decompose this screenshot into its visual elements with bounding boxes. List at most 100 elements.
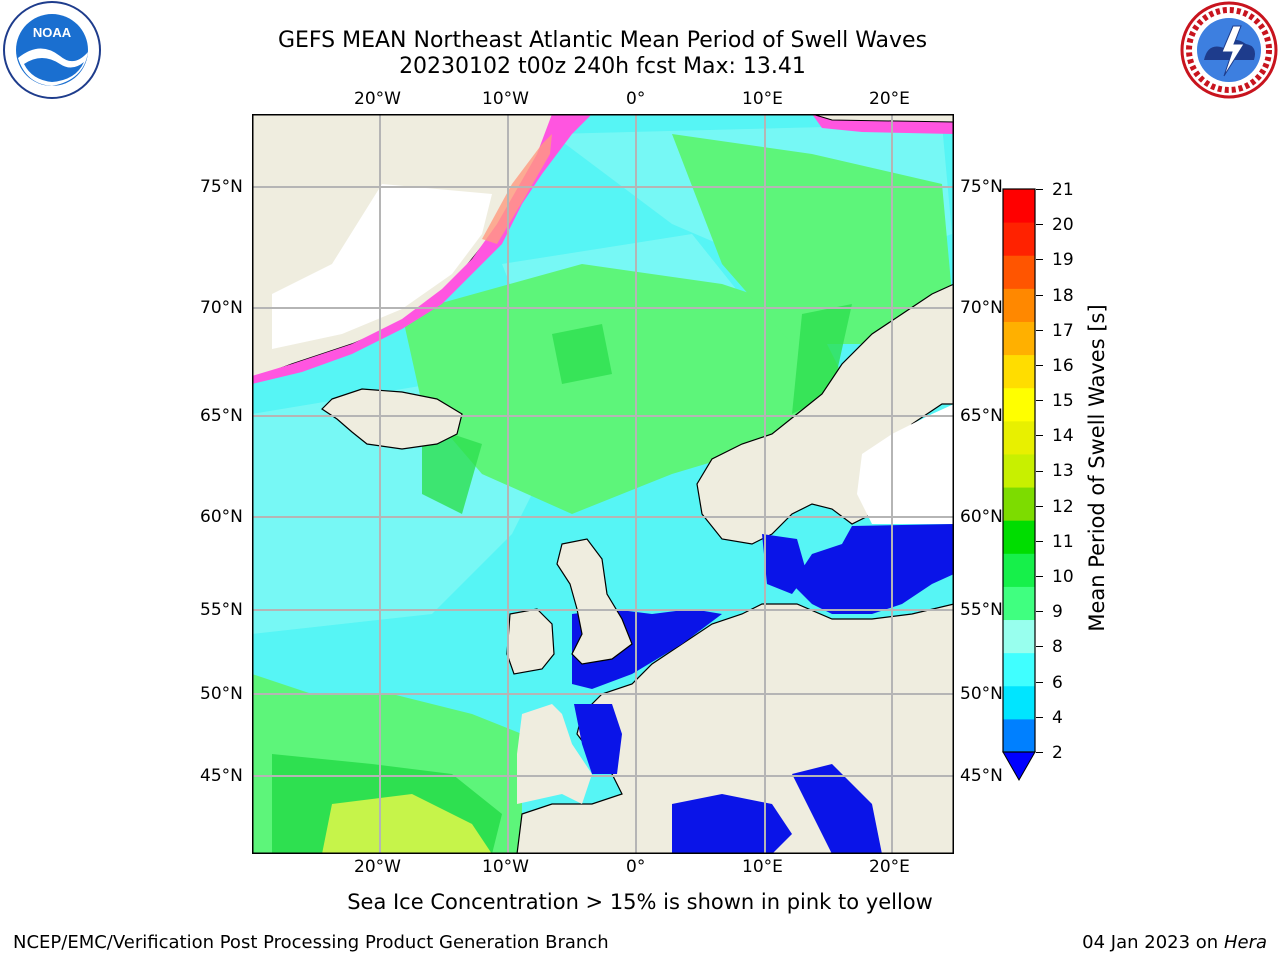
- iberia-land: [517, 704, 592, 804]
- lon-label-bottom-20e: 20°E: [869, 857, 910, 877]
- colorbar-tick-19: 19: [1052, 250, 1074, 270]
- lat-label-right-75n: 75°N: [960, 177, 1003, 197]
- colorbar-tick-mark: [1036, 752, 1043, 753]
- lat-label-right-65n: 65°N: [960, 406, 1003, 426]
- title-line-2: 20230102 t00z 240h fcst Max: 13.41: [399, 54, 806, 79]
- colorbar-segment: [1003, 288, 1035, 322]
- lat-label-left-45n: 45°N: [200, 766, 243, 786]
- colorbar-tick-mark: [1036, 540, 1043, 542]
- colorbar-tick-4: 4: [1052, 708, 1063, 728]
- colorbar-segment: [1003, 652, 1035, 687]
- lat-label-right-60n: 60°N: [960, 507, 1003, 527]
- lon-label-top-20w: 20°W: [354, 89, 401, 109]
- colorbar-tick-mark: [1036, 505, 1043, 507]
- map-panel: [252, 114, 954, 854]
- colorbar-segment: [1003, 553, 1035, 587]
- colorbar-tick-10: 10: [1052, 567, 1074, 587]
- colorbar-segment: [1003, 222, 1035, 256]
- colorbar-segment: [1003, 189, 1035, 223]
- lat-label-left-65n: 65°N: [200, 406, 243, 426]
- lon-label-bottom-20w: 20°W: [354, 857, 401, 877]
- green-patch-iceland: [422, 424, 482, 514]
- colorbar-segment: [1003, 685, 1035, 720]
- green-patch-mid: [552, 324, 612, 384]
- noaa-logo: NOAA: [3, 1, 101, 99]
- lon-label-top-20e: 20°E: [869, 89, 910, 109]
- colorbar-segment: [1003, 718, 1035, 753]
- colorbar-extend-arrow: [1002, 751, 1036, 782]
- colorbar-tick-mark: [1036, 435, 1043, 437]
- adriatic-tyrrhenian: [792, 764, 882, 854]
- lon-label-bottom-10w: 10°W: [482, 857, 529, 877]
- colorbar-tick-17: 17: [1052, 321, 1074, 341]
- footer-credit: NCEP/EMC/Verification Post Processing Pr…: [13, 932, 609, 953]
- colorbar-segment: [1003, 453, 1035, 488]
- colorbar-tick-mark: [1036, 681, 1043, 683]
- footer-date: 04 Jan 2023 on Hera: [1082, 932, 1267, 953]
- colorbar-tick-21: 21: [1052, 180, 1074, 200]
- sea-ice-edge-greenland: [252, 114, 592, 384]
- scandinavia-snow: [857, 404, 954, 524]
- lon-label-top-10e: 10°E: [742, 89, 783, 109]
- sea-ice-caption: Sea Ice Concentration > 15% is shown in …: [347, 890, 933, 914]
- colorbar-segment: [1003, 487, 1035, 521]
- mediterranean-west: [672, 794, 792, 854]
- iceland-land: [321, 388, 463, 450]
- graticule: [252, 114, 954, 854]
- title-line-1: GEFS MEAN Northeast Atlantic Mean Period…: [277, 28, 928, 53]
- svalbard-land: [811, 114, 954, 123]
- colorbar-segment: [1003, 586, 1035, 621]
- footer-date-text: 04 Jan 2023 on: [1082, 932, 1224, 953]
- colorbar-tick-mark: [1036, 646, 1043, 648]
- colorbar-tick-6: 6: [1052, 673, 1063, 693]
- colorbar-tick-16: 16: [1052, 356, 1074, 376]
- colorbar-tick-20: 20: [1052, 215, 1074, 235]
- colorbar-tick-11: 11: [1052, 532, 1074, 552]
- colorbar-segments: [1003, 189, 1035, 753]
- colorbar-segment: [1003, 255, 1035, 289]
- green-patch-norway: [792, 304, 852, 414]
- colorbar-tick-8: 8: [1052, 637, 1063, 657]
- great-britain-land: [556, 538, 633, 665]
- footer-host: Hera: [1223, 932, 1267, 953]
- colorbar-frame: [1002, 188, 1036, 753]
- colorbar-segment: [1003, 619, 1035, 654]
- colorbar-tick-mark: [1036, 294, 1043, 296]
- colorbar-segment: [1003, 321, 1035, 356]
- nws-logo: [1180, 1, 1278, 99]
- colorbar-tick-mark: [1036, 189, 1043, 190]
- sea-ice-edge-orange: [482, 134, 552, 244]
- noaa-logo-text: NOAA: [33, 25, 72, 40]
- colorbar-label: Mean Period of Swell Waves [s]: [1085, 304, 1109, 632]
- lat-label-left-70n: 70°N: [200, 298, 243, 318]
- lat-label-right-50n: 50°N: [960, 684, 1003, 704]
- colorbar-tick-mark: [1036, 400, 1043, 402]
- colorbar-tick-9: 9: [1052, 602, 1063, 622]
- colorbar-tick-15: 15: [1052, 391, 1074, 411]
- colorbar-tick-mark: [1036, 364, 1043, 366]
- map-frame: [252, 114, 954, 854]
- lat-label-left-50n: 50°N: [200, 684, 243, 704]
- colorbar-tick-mark: [1036, 259, 1043, 261]
- lon-label-bottom-10e: 10°E: [742, 857, 783, 877]
- colorbar: [1002, 188, 1036, 782]
- baltic-sea: [792, 524, 954, 614]
- lat-label-left-55n: 55°N: [200, 600, 243, 620]
- colorbar-tick-mark: [1036, 611, 1043, 613]
- bay-of-biscay: [574, 704, 622, 774]
- lat-label-right-45n: 45°N: [960, 766, 1003, 786]
- lon-label-top-10w: 10°W: [482, 89, 529, 109]
- lat-label-right-70n: 70°N: [960, 298, 1003, 318]
- colorbar-tick-mark: [1036, 470, 1043, 472]
- colorbar-tick-mark: [1036, 716, 1043, 718]
- colorbar-segment: [1003, 387, 1035, 422]
- colorbar-tick-mark: [1036, 224, 1043, 226]
- colorbar-segment: [1003, 420, 1035, 455]
- colorbar-tick-mark: [1036, 576, 1043, 578]
- kattegat-sea: [762, 534, 807, 594]
- lon-label-top-0: 0°: [626, 89, 646, 109]
- lat-label-left-60n: 60°N: [200, 507, 243, 527]
- colorbar-tick-marks: [1036, 0, 1046, 960]
- colorbar-tick-18: 18: [1052, 286, 1074, 306]
- lat-label-left-75n: 75°N: [200, 177, 243, 197]
